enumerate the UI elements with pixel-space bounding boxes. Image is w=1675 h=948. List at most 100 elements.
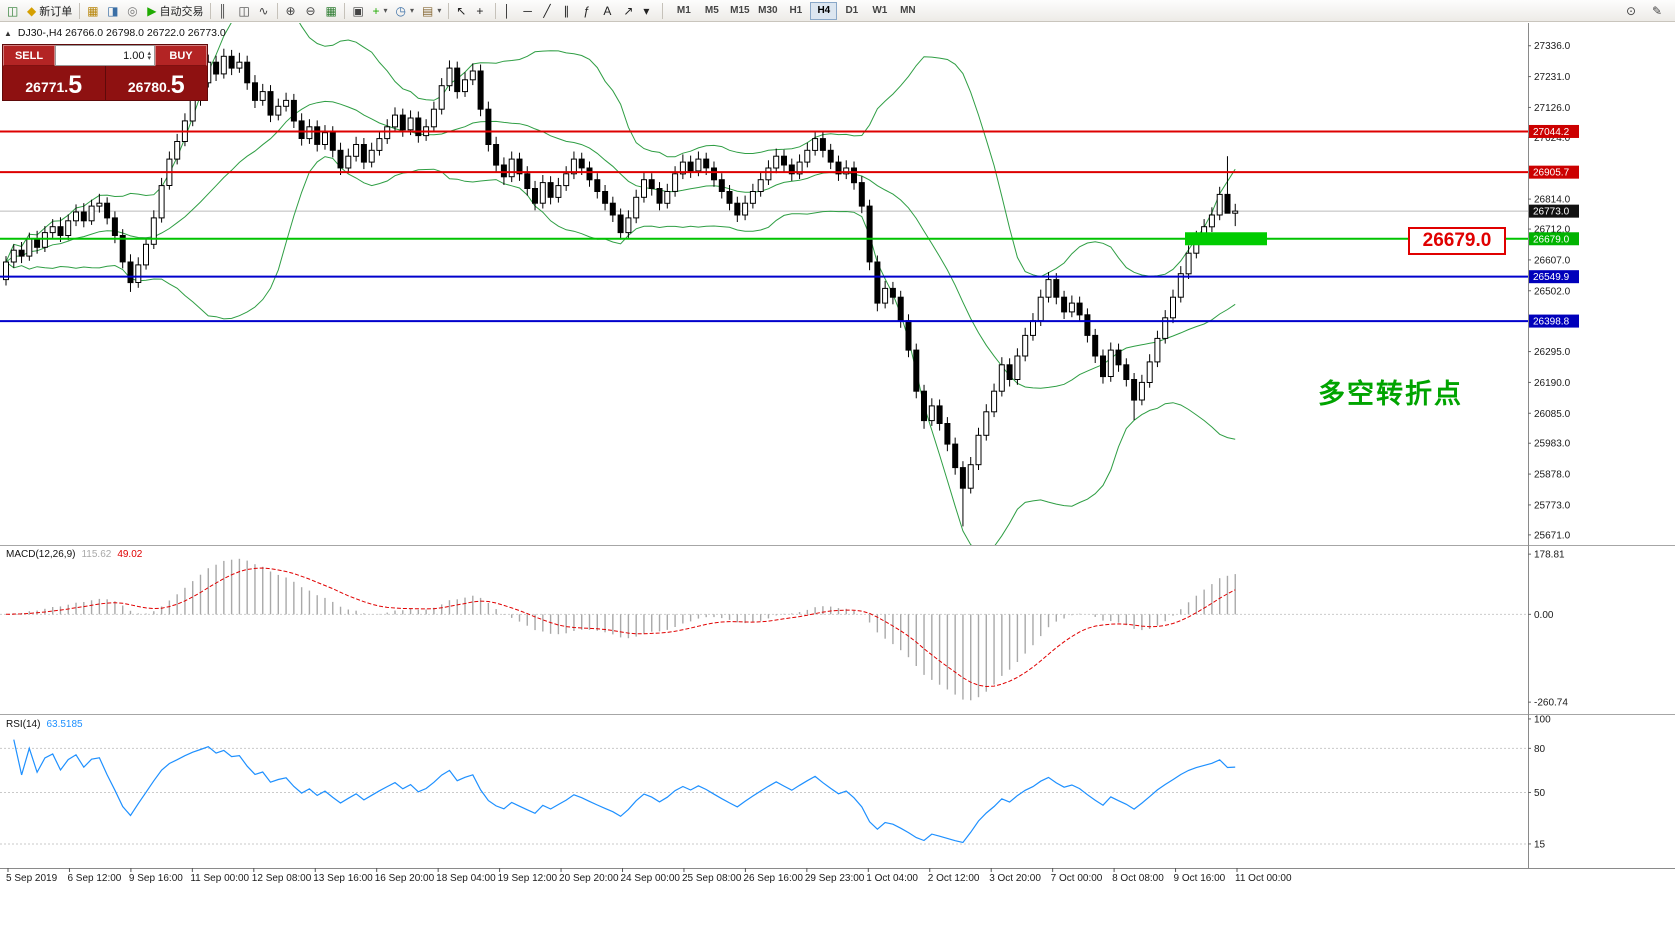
new-order-button[interactable]: ◆ 新订单 [23, 1, 76, 21]
macd-main-value: 115.62 [81, 549, 112, 560]
svg-text:11 Oct 00:00: 11 Oct 00:00 [1235, 873, 1292, 884]
cursor-icon: ↖ [456, 3, 467, 18]
zoom-in-button[interactable]: ⊕ [281, 1, 301, 21]
bollinger-band-line [5, 156, 1236, 546]
bar-chart-button[interactable]: ║ [214, 1, 234, 21]
svg-text:26814.0: 26814.0 [1534, 195, 1571, 206]
svg-text:9 Sep 16:00: 9 Sep 16:00 [129, 873, 183, 884]
main-toolbar: ◫ ◆ 新订单 ▦ ◨ ◎ ▶ 自动交易 ║ ◫ ∿ ⊕ ⊖ ▦ ▣ + ▾ ◷ ▾ ▤ ▾ ↖ + │ ─ ╱ ∥ ƒ A ↗ ▾ M1 M5… [0, 0, 1675, 22]
price-axis[interactable]: 27336.0 27231.0 27126.0 27024.0 26814.0 26712… [1528, 41, 1579, 850]
crosshair-button[interactable]: + [472, 1, 492, 21]
svg-text:5 Sep 2019: 5 Sep 2019 [6, 873, 58, 884]
chart-annotation-text[interactable]: 多空转折点 [1318, 379, 1463, 409]
svg-text:26712.0: 26712.0 [1534, 225, 1571, 236]
svg-text:19 Sep 12:00: 19 Sep 12:00 [498, 873, 558, 884]
timeframe-button-h4[interactable]: H4 [810, 1, 838, 20]
svg-text:24 Sep 00:00: 24 Sep 00:00 [621, 873, 681, 884]
timeframe-button-m5[interactable]: M5 [698, 2, 725, 20]
sell-price-main: 26771. [25, 79, 69, 95]
sell-price[interactable]: 26771. 5 [3, 66, 106, 100]
fibonacci-icon: ƒ [583, 3, 591, 18]
new-chart-button[interactable]: ◫ [3, 1, 23, 21]
data-window-button[interactable]: ◨ [103, 1, 123, 21]
svg-text:2 Oct 12:00: 2 Oct 12:00 [928, 873, 980, 884]
timeframe-button-w1[interactable]: W1 [866, 2, 893, 20]
price-axis-badge: 26398.8 [1529, 314, 1579, 328]
timeframe-button-m1[interactable]: M1 [670, 2, 697, 20]
navigator-icon: ◎ [127, 3, 138, 18]
macd-name: MACD(12,26,9) [6, 549, 76, 560]
edit-button[interactable]: ✎ [1648, 1, 1668, 21]
svg-text:20 Sep 20:00: 20 Sep 20:00 [559, 873, 619, 884]
autotrading-button[interactable]: ▶ 自动交易 [143, 1, 207, 21]
grid-button[interactable]: ▦ [321, 1, 341, 21]
indicators-button[interactable]: + ▾ [368, 1, 391, 21]
svg-text:27231.0: 27231.0 [1534, 72, 1571, 83]
svg-text:1 Oct 04:00: 1 Oct 04:00 [866, 873, 918, 884]
toolbar-separator [662, 2, 664, 19]
price-axis-badge: 26905.7 [1529, 165, 1579, 179]
fibonacci-button[interactable]: ƒ [579, 1, 599, 21]
svg-text:11 Sep 00:00: 11 Sep 00:00 [190, 873, 249, 884]
spin-up-icon[interactable]: ▴ [147, 49, 151, 57]
buy-price[interactable]: 26780. 5 [106, 66, 208, 100]
svg-text:6 Sep 12:00: 6 Sep 12:00 [67, 873, 121, 884]
toolbar-separator [344, 2, 346, 19]
periods-icon: ◷ [395, 3, 406, 18]
timeframe-button-mn[interactable]: MN [894, 2, 921, 20]
toolbar-separator [79, 2, 81, 19]
tile-windows-button[interactable]: ▣ [348, 1, 368, 21]
svg-text:26679.0: 26679.0 [1533, 234, 1570, 245]
horizontal-line-button[interactable]: ─ [519, 1, 539, 21]
chart-ohlc-header: ▲ DJ30-,H4 26766.0 26798.0 26722.0 26773… [4, 27, 226, 39]
spin-down-icon[interactable]: ▾ [147, 54, 151, 62]
autotrading-icon: ▶ [147, 3, 157, 18]
dropdown-arrow-icon: ▾ [437, 6, 442, 15]
vertical-line-button[interactable]: │ [499, 1, 519, 21]
timeframe-group: M1 M5 M15 M30 H1 H4 D1 W1 MN [670, 1, 921, 20]
svg-text:100: 100 [1534, 714, 1551, 725]
volume-field[interactable]: 1.00 ▴ ▾ [55, 45, 155, 66]
bollinger-band-line [5, 100, 1236, 389]
text-icon: A [603, 3, 612, 18]
arrows-icon: ↗ [623, 3, 634, 18]
rsi-value: 63.5185 [46, 719, 83, 730]
price-axis-badge: 26679.0 [1529, 232, 1579, 246]
line-chart-button[interactable]: ∿ [254, 1, 274, 21]
candlestick-chart-icon: ◫ [238, 3, 250, 18]
svg-text:16 Sep 20:00: 16 Sep 20:00 [375, 873, 435, 884]
trendline-button[interactable]: ╱ [539, 1, 559, 21]
arrows-button[interactable]: ↗ [619, 1, 639, 21]
timeframe-button-m15[interactable]: M15 [726, 2, 753, 20]
sell-button[interactable]: SELL [3, 45, 55, 66]
search-button[interactable]: ⊙ [1622, 1, 1642, 21]
svg-text:26549.9: 26549.9 [1533, 272, 1570, 283]
time-axis[interactable]: 5 Sep 2019 6 Sep 12:00 9 Sep 16:00 11 Sep 0… [6, 868, 1292, 884]
templates-button[interactable]: ▤ ▾ [418, 1, 445, 21]
price-callout-label[interactable]: 26679.0 [1408, 227, 1506, 255]
market-watch-button[interactable]: ▦ [83, 1, 103, 21]
svg-text:26295.0: 26295.0 [1534, 347, 1571, 358]
edit-icon: ✎ [1652, 3, 1663, 18]
timeframe-button-m30[interactable]: M30 [754, 2, 781, 20]
svg-text:50: 50 [1534, 788, 1546, 799]
svg-text:8 Oct 08:00: 8 Oct 08:00 [1112, 873, 1164, 884]
green-highlight-bar[interactable] [1185, 232, 1267, 246]
svg-text:178.81: 178.81 [1534, 550, 1565, 561]
cursor-button[interactable]: ↖ [452, 1, 472, 21]
text-button[interactable]: A [599, 1, 619, 21]
shapes-button[interactable]: ▾ [639, 1, 659, 21]
trade-panel-toggle-icon[interactable]: ▲ [4, 28, 12, 38]
timeframe-button-d1[interactable]: D1 [838, 2, 865, 20]
svg-text:26773.0: 26773.0 [1533, 207, 1570, 218]
periods-button[interactable]: ◷ ▾ [392, 1, 419, 21]
timeframe-button-h1[interactable]: H1 [782, 2, 809, 20]
new-chart-icon: ◫ [7, 3, 19, 18]
candlestick-chart-button[interactable]: ◫ [234, 1, 254, 21]
candles-layer [3, 48, 1239, 527]
zoom-out-button[interactable]: ⊖ [301, 1, 321, 21]
buy-button[interactable]: BUY [155, 45, 207, 66]
channel-button[interactable]: ∥ [559, 1, 579, 21]
navigator-button[interactable]: ◎ [123, 1, 143, 21]
